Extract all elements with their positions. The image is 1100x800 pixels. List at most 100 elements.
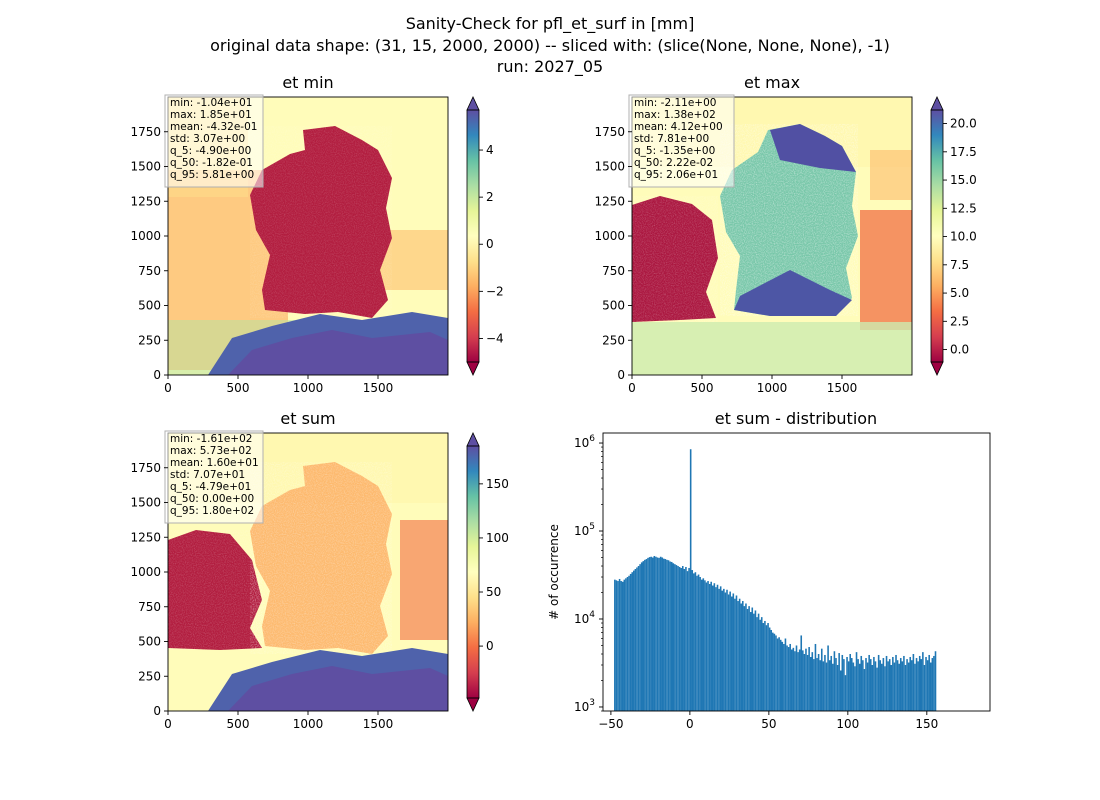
histogram-bar: [705, 582, 708, 711]
histogram-bar: [899, 658, 902, 711]
histogram-bar: [740, 603, 743, 711]
histogram-bar: [920, 659, 923, 711]
histogram-bar: [835, 658, 837, 711]
histogram-bar: [813, 659, 815, 711]
colorbar-tick-label: 5.0: [950, 286, 969, 300]
x-tick-label: 1000: [757, 381, 788, 395]
histogram-bar: [772, 632, 774, 711]
histogram-bar: [794, 651, 796, 711]
histogram-bar: [667, 560, 670, 711]
colorbar-gradient: [467, 110, 479, 362]
histogram-bar: [773, 633, 776, 711]
stat-line: q_95: 1.80e+02: [170, 505, 254, 517]
x-tick-label: 150: [915, 717, 938, 731]
colorbar: −4 −2 0 2 4: [466, 96, 504, 376]
histogram-bar: [656, 557, 659, 711]
y-tick-label: 106: [574, 434, 595, 450]
colorbar-tick-label: 12.5: [950, 201, 977, 215]
histogram-bar: [869, 659, 872, 711]
histogram-bar: [738, 598, 741, 711]
histogram-bar: [726, 589, 728, 711]
panel-title: et sum - distribution: [715, 409, 877, 428]
stat-line: max: 1.38e+02: [634, 109, 716, 121]
histogram-bar: [868, 654, 870, 711]
histogram-bar: [866, 662, 869, 711]
histogram-bar: [836, 664, 839, 711]
colorbar-tick-label: −4: [486, 331, 504, 345]
colorbar-tick-label: 150: [486, 477, 509, 491]
histogram-bar: [702, 578, 705, 711]
stat-line: q_95: 5.81e+00: [170, 169, 254, 181]
histogram-bar: [614, 579, 616, 711]
colorbar-extend-top: [930, 96, 944, 111]
y-tick-label: 1000: [594, 229, 625, 243]
x-tick-label: 0: [628, 381, 636, 395]
histogram-bar: [903, 655, 905, 711]
histogram-bar: [639, 564, 641, 711]
stat-line: min: -2.11e+00: [634, 97, 716, 109]
histogram-bar: [680, 567, 682, 711]
histogram-bar: [857, 659, 859, 711]
histogram-bar: [765, 625, 768, 711]
histogram-bar: [863, 669, 866, 711]
histogram-bar: [846, 656, 848, 711]
stat-line: q_50: 0.00e+00: [170, 493, 254, 505]
x-tick-label: 0: [686, 717, 694, 731]
stat-line: std: 7.81e+00: [634, 133, 709, 145]
histogram-bar: [802, 650, 804, 711]
x-tick-label: 50: [761, 717, 776, 731]
histogram-bar: [634, 568, 637, 711]
histogram-bar: [874, 661, 877, 711]
y-tick-label: 750: [138, 264, 161, 278]
histogram-bar: [860, 655, 863, 711]
histogram-bar: [770, 629, 773, 711]
colorbar-extend-bottom: [930, 361, 944, 376]
histogram-bar: [723, 588, 725, 711]
histogram-bar: [922, 652, 924, 711]
y-ticks: 0 250 500 750 1000 1250 1500 1750: [130, 461, 168, 718]
histogram-bar: [640, 562, 643, 711]
histogram-bar: [819, 660, 821, 711]
histogram-bar: [764, 620, 766, 711]
histogram-bar: [768, 627, 771, 711]
histogram-bar: [877, 654, 880, 711]
panel-et-max: et max min: -2.11e+00 max: 1.38e+02 mean…: [594, 73, 976, 395]
stats-box: [628, 94, 735, 188]
histogram-bar: [651, 557, 654, 711]
histogram-bar: [926, 660, 929, 711]
y-tick-label: 500: [602, 299, 625, 313]
histogram-bar: [653, 555, 656, 711]
y-tick-label: 0: [153, 368, 161, 382]
y-tick-label: 750: [138, 600, 161, 614]
y-tick-label: 250: [138, 669, 161, 683]
stat-line: q_5: -4.90e+00: [170, 145, 251, 157]
histogram-bar: [713, 583, 716, 711]
histogram-bar: [792, 647, 795, 711]
histogram-bar: [882, 658, 885, 711]
stat-line: q_50: -1.82e-01: [170, 157, 253, 169]
histogram-bar: [786, 645, 788, 711]
histogram-bar: [911, 660, 913, 711]
x-ticks: 0 500 1000 1500: [164, 375, 393, 395]
histogram-bar: [696, 575, 698, 711]
colorbar-tick-label: −2: [486, 284, 504, 298]
y-tick-label: 1250: [594, 194, 625, 208]
histogram-bar: [879, 660, 882, 711]
histogram-bar: [674, 564, 676, 711]
histogram-bar: [832, 663, 834, 711]
histogram-bar: [809, 656, 812, 711]
histogram-bar: [631, 572, 634, 711]
stats-text: min: -1.04e+01 max: 1.85e+01 mean: -4.32…: [170, 97, 257, 181]
y-ticks: 0 250 500 750 1000 1250 1500 1750: [594, 125, 632, 382]
histogram-bar: [828, 660, 831, 711]
colorbar-tick-label: 4: [486, 143, 494, 157]
histogram-bar: [621, 581, 624, 711]
histogram-bar: [760, 617, 763, 711]
histogram-bar: [833, 651, 836, 711]
histogram-bar: [797, 652, 799, 711]
stat-line: min: -1.04e+01: [170, 97, 252, 109]
histogram-bar: [715, 587, 717, 711]
y-tick-label: 750: [602, 264, 625, 278]
colorbar-gradient: [467, 446, 479, 698]
